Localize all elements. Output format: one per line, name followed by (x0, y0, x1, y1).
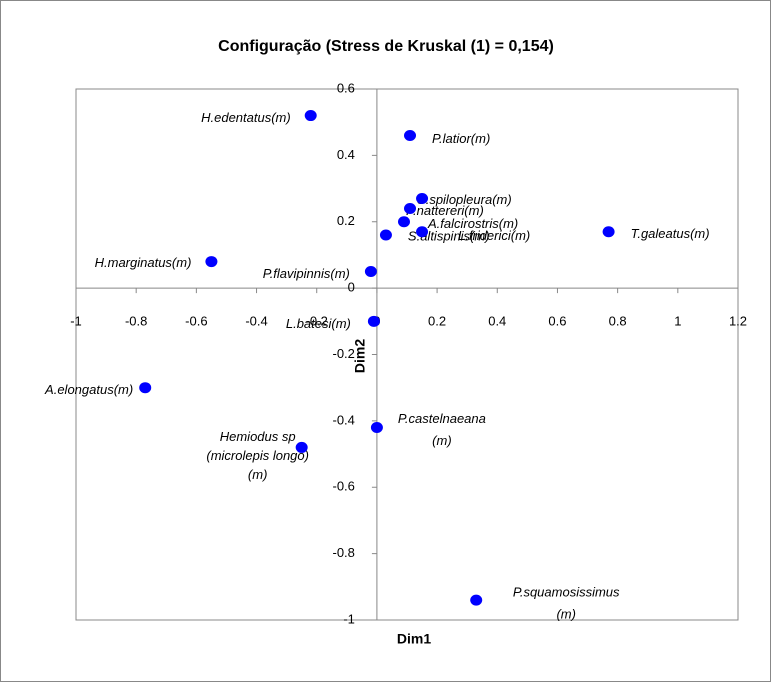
x-tick-label: 0.6 (548, 314, 566, 329)
x-tick-label: -0.6 (185, 314, 207, 329)
point (404, 129, 417, 141)
x-tick-label: 1.2 (729, 314, 747, 329)
y-axis-label: Dim2 (352, 339, 368, 373)
y-tick-label: -1 (343, 611, 355, 626)
point-label: P.squamosissimus (513, 585, 620, 600)
point (295, 441, 308, 453)
point-label: T.galeatus(m) (631, 226, 710, 241)
point (416, 193, 429, 205)
point-label: P.flavipinnis(m) (263, 266, 350, 281)
x-axis-label: Dim1 (397, 631, 431, 647)
x-tick-label: 0.4 (488, 314, 506, 329)
y-tick-label: -0.6 (333, 479, 355, 494)
point (470, 594, 483, 606)
point (404, 202, 417, 214)
point-label: P.latior(m) (432, 131, 490, 146)
point-label: (microlepis longo) (206, 448, 309, 463)
point-label: (m) (556, 607, 576, 622)
point (379, 229, 392, 241)
y-tick-label: 0.2 (337, 213, 355, 228)
x-tick-label: -0.8 (125, 314, 147, 329)
point (602, 226, 615, 238)
x-tick-label: -1 (70, 314, 82, 329)
y-tick-label: -0.8 (333, 545, 355, 560)
point-label: S.altispinis(m) (408, 228, 490, 243)
point (416, 226, 429, 238)
point-label: S.spilopleura(m) (417, 192, 512, 207)
point-label: (m) (432, 433, 452, 448)
point (370, 422, 383, 434)
point (367, 315, 380, 327)
x-tick-label: -0.2 (306, 314, 328, 329)
point-label: L.batesi(m) (286, 316, 351, 331)
x-tick-label: 0.2 (428, 314, 446, 329)
point-label: (m) (248, 467, 268, 482)
point-label: A.elongatus(m) (44, 382, 133, 397)
y-tick-label: -0.2 (333, 346, 355, 361)
point (304, 110, 317, 122)
point-label: P.nattereri(m) (406, 203, 484, 218)
y-tick-label: -0.4 (333, 412, 355, 427)
x-tick-label: 1 (674, 314, 681, 329)
plot-border (75, 88, 739, 621)
point-label: Hemiodus sp (220, 429, 296, 444)
point-label: H.marginatus(m) (95, 255, 192, 270)
y-tick-label: 0.6 (337, 80, 355, 95)
point-label: L.friderici(m) (458, 228, 530, 243)
x-tick-label: -0.4 (245, 314, 267, 329)
x-tick-label: 0.8 (609, 314, 627, 329)
chart-title: Configuração (Stress de Kruskal (1) = 0,… (218, 38, 554, 55)
y-tick-label: 0 (348, 280, 355, 295)
point-label: H.edentatus(m) (201, 110, 291, 125)
point-label: P.castelnaeana (398, 411, 486, 426)
y-tick-label: 0.4 (337, 147, 355, 162)
point-label: A.falcirostris(m) (427, 216, 518, 231)
point (364, 266, 377, 278)
point (139, 382, 152, 394)
point (397, 216, 410, 228)
point (205, 256, 218, 268)
